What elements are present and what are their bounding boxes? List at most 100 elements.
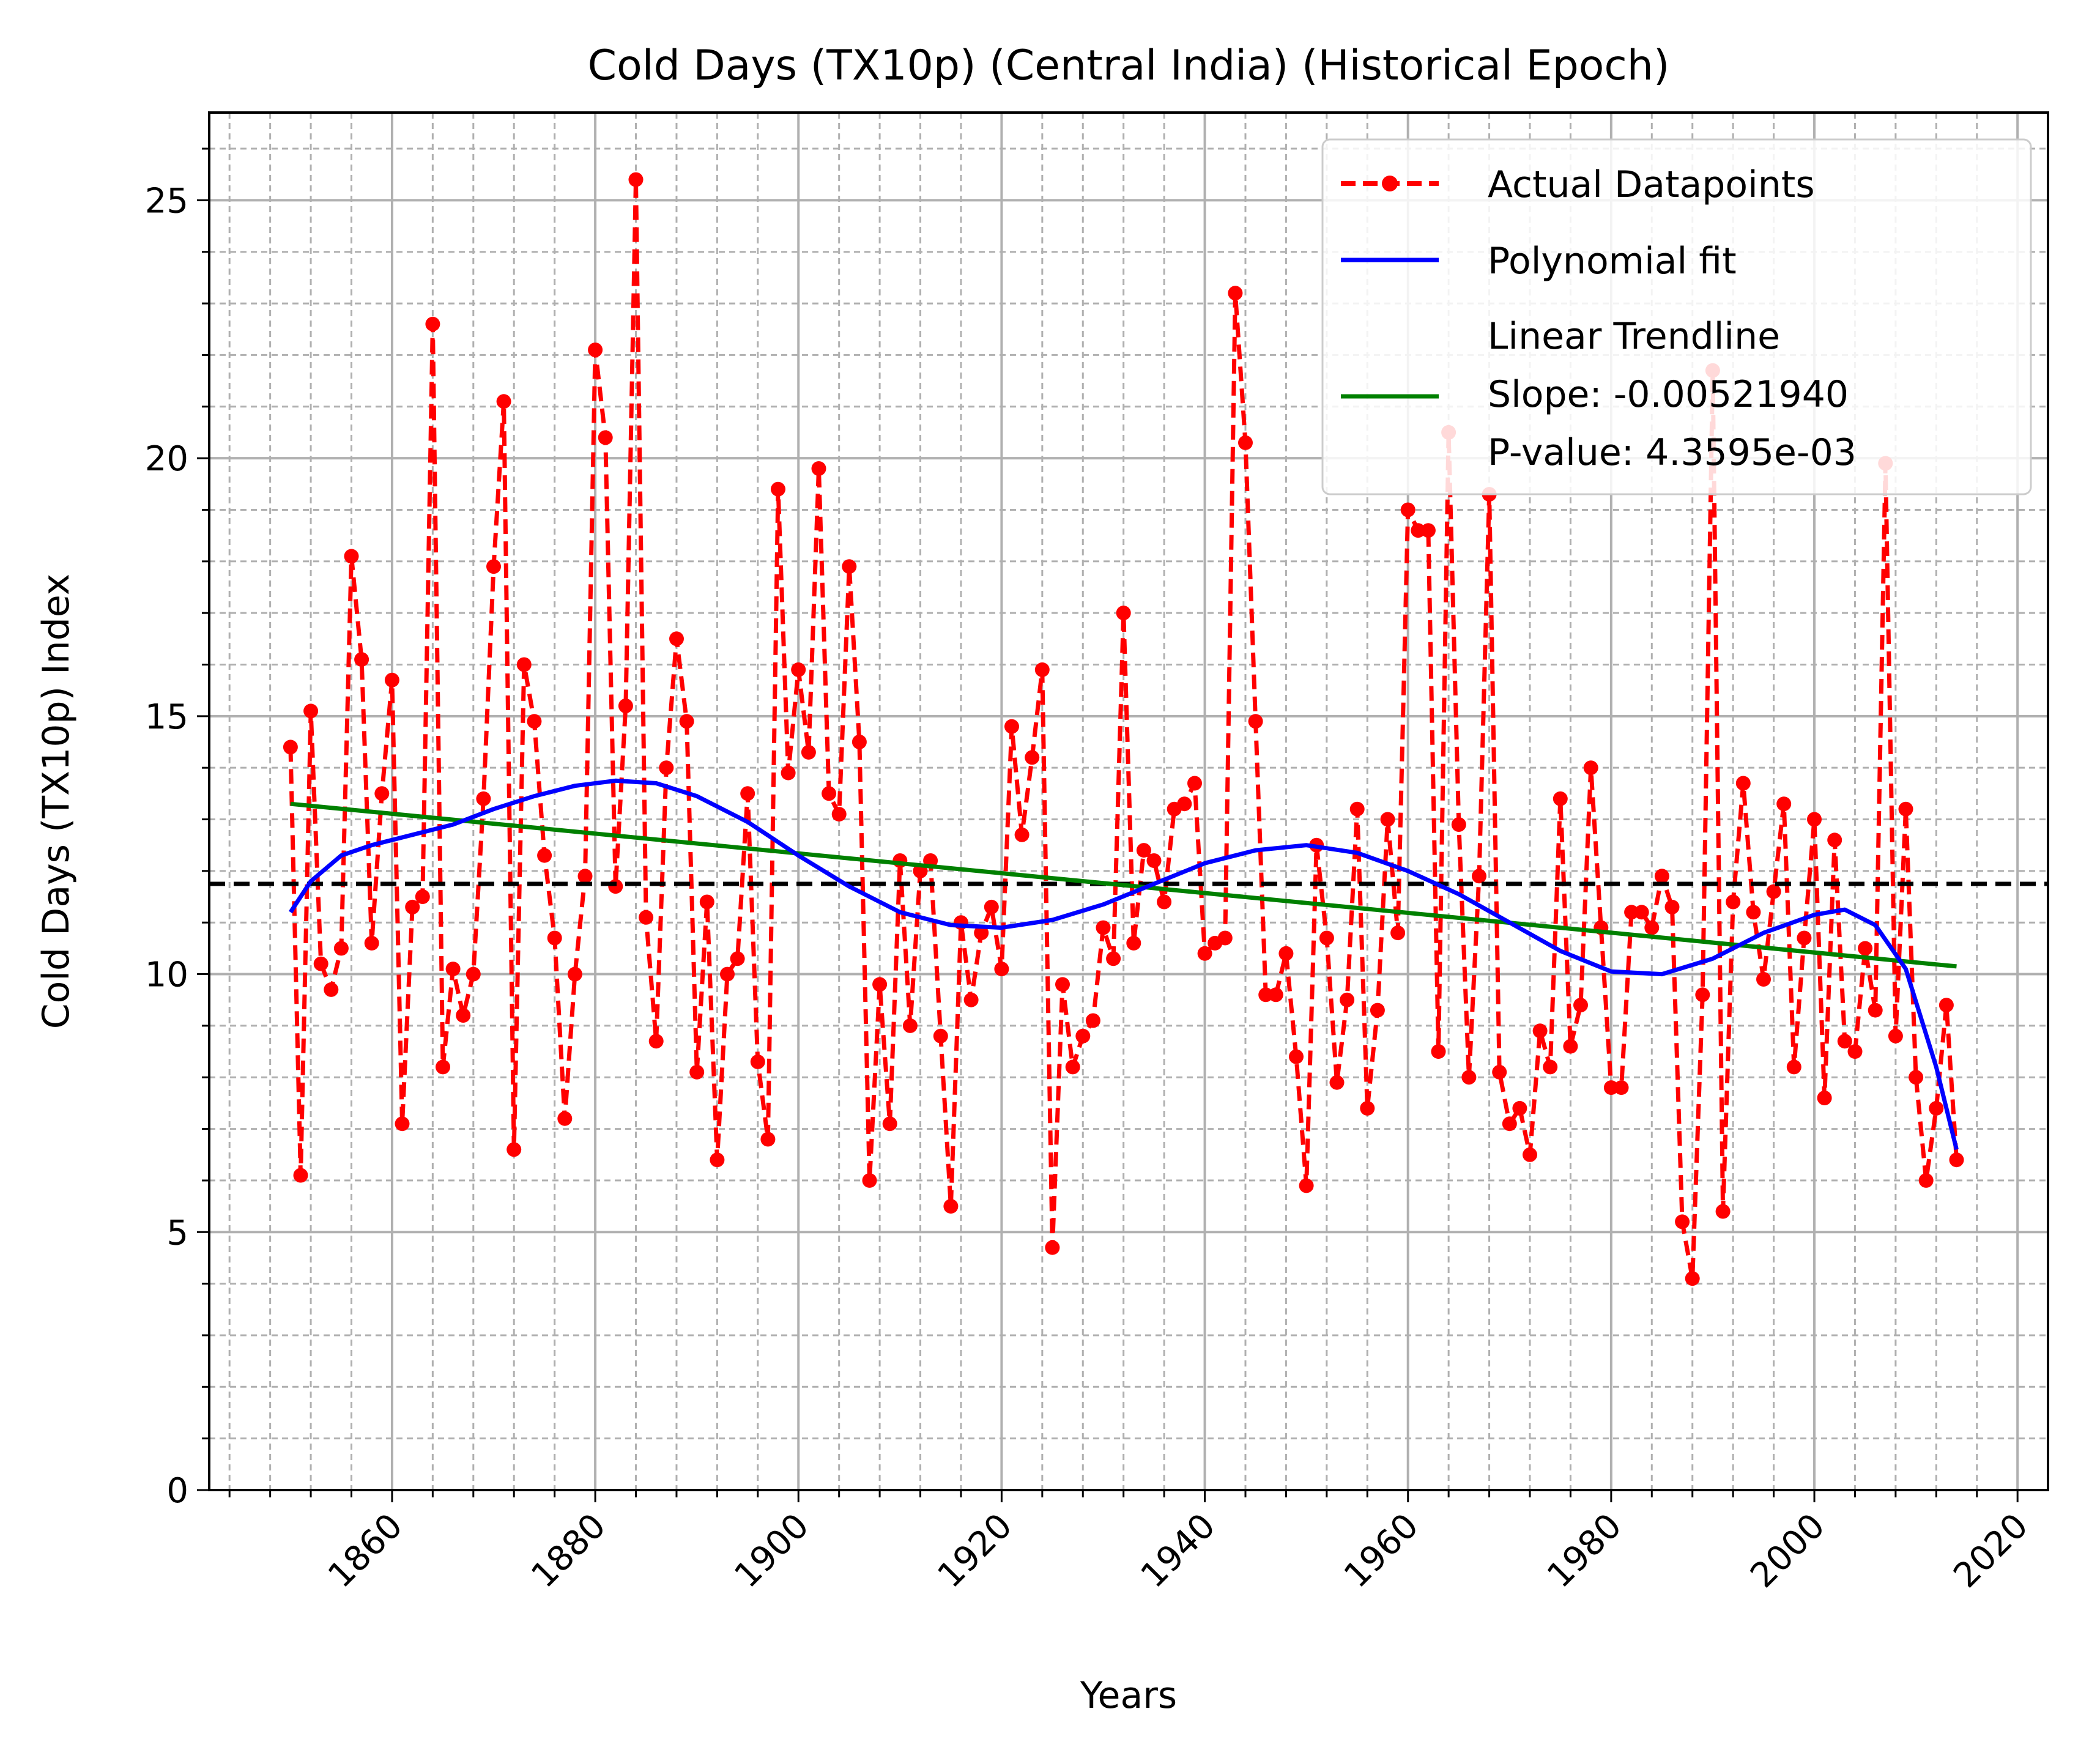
y-tick-label: 25 xyxy=(145,181,188,221)
actual-data-point xyxy=(557,1111,573,1126)
actual-data-point xyxy=(1685,1271,1700,1286)
actual-data-point xyxy=(679,714,694,729)
actual-data-point xyxy=(1918,1173,1934,1188)
actual-data-point xyxy=(1278,946,1294,961)
actual-data-point xyxy=(1025,750,1040,765)
actual-data-point xyxy=(1420,523,1436,538)
actual-data-point xyxy=(1380,812,1395,827)
actual-data-point xyxy=(436,1059,450,1075)
actual-data-point xyxy=(1654,869,1669,884)
actual-data-point xyxy=(354,652,369,667)
actual-data-point xyxy=(1360,1100,1375,1116)
actual-data-point xyxy=(1624,905,1639,920)
actual-data-point xyxy=(1228,286,1243,301)
actual-data-point xyxy=(1197,946,1212,961)
actual-data-point xyxy=(1370,1003,1385,1018)
actual-data-point xyxy=(1004,719,1019,734)
y-tick-label: 20 xyxy=(145,439,188,479)
actual-data-point xyxy=(1909,1070,1924,1085)
actual-data-point xyxy=(628,172,644,187)
actual-data-point xyxy=(506,1142,522,1157)
actual-data-point xyxy=(1603,1080,1619,1096)
actual-data-point xyxy=(1472,869,1486,884)
actual-data-point xyxy=(852,735,867,749)
actual-data-point xyxy=(1512,1100,1527,1116)
actual-data-point xyxy=(1634,905,1649,920)
actual-data-point xyxy=(750,1054,765,1069)
actual-data-point xyxy=(1735,776,1751,791)
actual-data-point xyxy=(1573,998,1588,1013)
actual-data-point xyxy=(943,1199,959,1214)
legend-trend-slope: Slope: -0.00521940 xyxy=(1488,373,1849,416)
legend-trend-pvalue: P-value: 4.3595e-03 xyxy=(1488,431,1857,474)
actual-data-point xyxy=(1187,776,1202,791)
actual-data-point xyxy=(466,966,481,982)
actual-data-point xyxy=(1299,1178,1314,1193)
actual-data-point xyxy=(1502,1116,1517,1132)
actual-data-point xyxy=(801,744,816,760)
legend-actual-label: Actual Datapoints xyxy=(1488,163,1815,206)
actual-data-point xyxy=(516,657,532,672)
actual-data-point xyxy=(1797,930,1812,946)
actual-data-point xyxy=(395,1116,410,1132)
actual-data-point xyxy=(994,962,1009,977)
actual-data-point xyxy=(1451,817,1466,832)
actual-data-point xyxy=(486,559,501,574)
actual-data-point xyxy=(1055,977,1070,992)
actual-data-point xyxy=(537,848,552,863)
actual-data-point xyxy=(781,765,796,781)
actual-data-point xyxy=(1096,920,1111,935)
actual-data-point xyxy=(324,982,339,997)
actual-data-point xyxy=(811,461,826,476)
actual-data-point xyxy=(862,1173,877,1188)
actual-data-point xyxy=(689,1064,705,1080)
actual-data-point xyxy=(1583,760,1598,776)
actual-data-point xyxy=(313,956,328,971)
actual-data-point xyxy=(791,662,806,677)
actual-data-point xyxy=(293,1168,308,1183)
actual-data-point xyxy=(1492,1064,1507,1080)
actual-data-point xyxy=(1766,884,1781,899)
actual-data-point xyxy=(1349,801,1365,817)
y-axis-label: Cold Days (TX10p) Index xyxy=(35,574,78,1029)
legend-polynomial-label: Polynomial fit xyxy=(1488,240,1737,283)
actual-data-point xyxy=(1532,1023,1548,1039)
actual-data-point xyxy=(1126,935,1141,951)
actual-data-point xyxy=(842,559,857,574)
grid xyxy=(209,113,2048,1491)
actual-data-point xyxy=(1888,1028,1903,1044)
actual-data-point xyxy=(476,791,491,806)
actual-data-point xyxy=(1543,1059,1558,1075)
actual-data-point xyxy=(333,941,349,956)
actual-data-point xyxy=(415,889,430,904)
actual-data-point xyxy=(974,925,989,941)
actual-data-point xyxy=(1411,523,1426,538)
actual-data-point xyxy=(1329,1075,1345,1090)
actual-data-point xyxy=(1075,1028,1091,1044)
actual-data-point xyxy=(425,316,440,332)
actual-data-point xyxy=(567,966,582,982)
actual-data-point xyxy=(740,786,755,801)
actual-data-point xyxy=(456,1008,471,1023)
actual-data-point xyxy=(1786,1059,1801,1075)
actual-data-point xyxy=(1553,791,1568,806)
actual-data-point xyxy=(1523,1147,1537,1162)
y-tick-label: 10 xyxy=(145,955,188,995)
actual-data-point xyxy=(1461,1070,1477,1085)
actual-data-point xyxy=(659,760,674,776)
legend-trend-label: Linear Trendline xyxy=(1488,315,1780,358)
actual-data-point xyxy=(1045,1240,1060,1255)
actual-data-point xyxy=(1664,899,1680,914)
polynomial-fit-line xyxy=(288,778,1959,1151)
actual-data-point xyxy=(1827,832,1842,848)
actual-data-point xyxy=(588,343,603,357)
actual-data-point xyxy=(1268,987,1283,1003)
actual-data-point xyxy=(384,672,399,688)
legend-box xyxy=(1321,138,2032,495)
actual-data-point xyxy=(984,899,999,914)
actual-data-point xyxy=(598,430,613,445)
y-tick-label: 0 xyxy=(166,1471,188,1511)
actual-data-point xyxy=(872,977,888,992)
actual-data-point xyxy=(1939,998,1954,1013)
actual-data-point xyxy=(374,786,390,801)
